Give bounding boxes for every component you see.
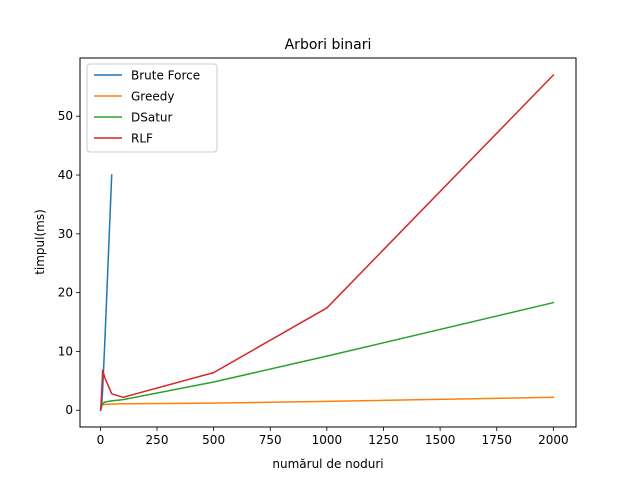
- x-tick-label: 1000: [312, 433, 343, 447]
- x-tick-label: 1500: [425, 433, 456, 447]
- axis-ticks: 0 250 500 750 1000 1250 1500 1750 2000 0 10 20 30 40 5…: [58, 109, 569, 447]
- legend-box: [86, 63, 218, 153]
- y-tick-label: 50: [58, 109, 73, 123]
- legend: Brute Force Greedy DSatur RLF: [86, 63, 218, 153]
- legend-label: RLF: [131, 132, 153, 146]
- series-line-dsatur: [99, 301, 555, 412]
- y-tick-label: 40: [58, 168, 73, 182]
- y-tick-label: 30: [58, 227, 73, 241]
- y-tick-label: 20: [58, 286, 73, 300]
- series-line-rlf: [99, 73, 555, 412]
- chart-title: Arbori binari: [285, 37, 372, 53]
- x-tick-label: 2000: [538, 433, 569, 447]
- x-tick-label: 500: [202, 433, 225, 447]
- x-axis-label: numărul de noduri: [272, 457, 383, 471]
- x-tick-label: 750: [259, 433, 282, 447]
- y-tick-label: 0: [65, 403, 73, 417]
- legend-label: DSatur: [131, 111, 173, 125]
- legend-label: Brute Force: [131, 69, 200, 83]
- plot-lines: [99, 73, 555, 412]
- x-tick-label: 0: [97, 433, 105, 447]
- x-tick-label: 1750: [481, 433, 512, 447]
- y-tick-label: 10: [58, 344, 73, 358]
- legend-label: Greedy: [131, 90, 174, 104]
- y-axis-label: timpul(ms): [33, 209, 47, 275]
- x-tick-label: 250: [146, 433, 169, 447]
- x-tick-label: 1250: [368, 433, 399, 447]
- axes-frame: [79, 57, 577, 428]
